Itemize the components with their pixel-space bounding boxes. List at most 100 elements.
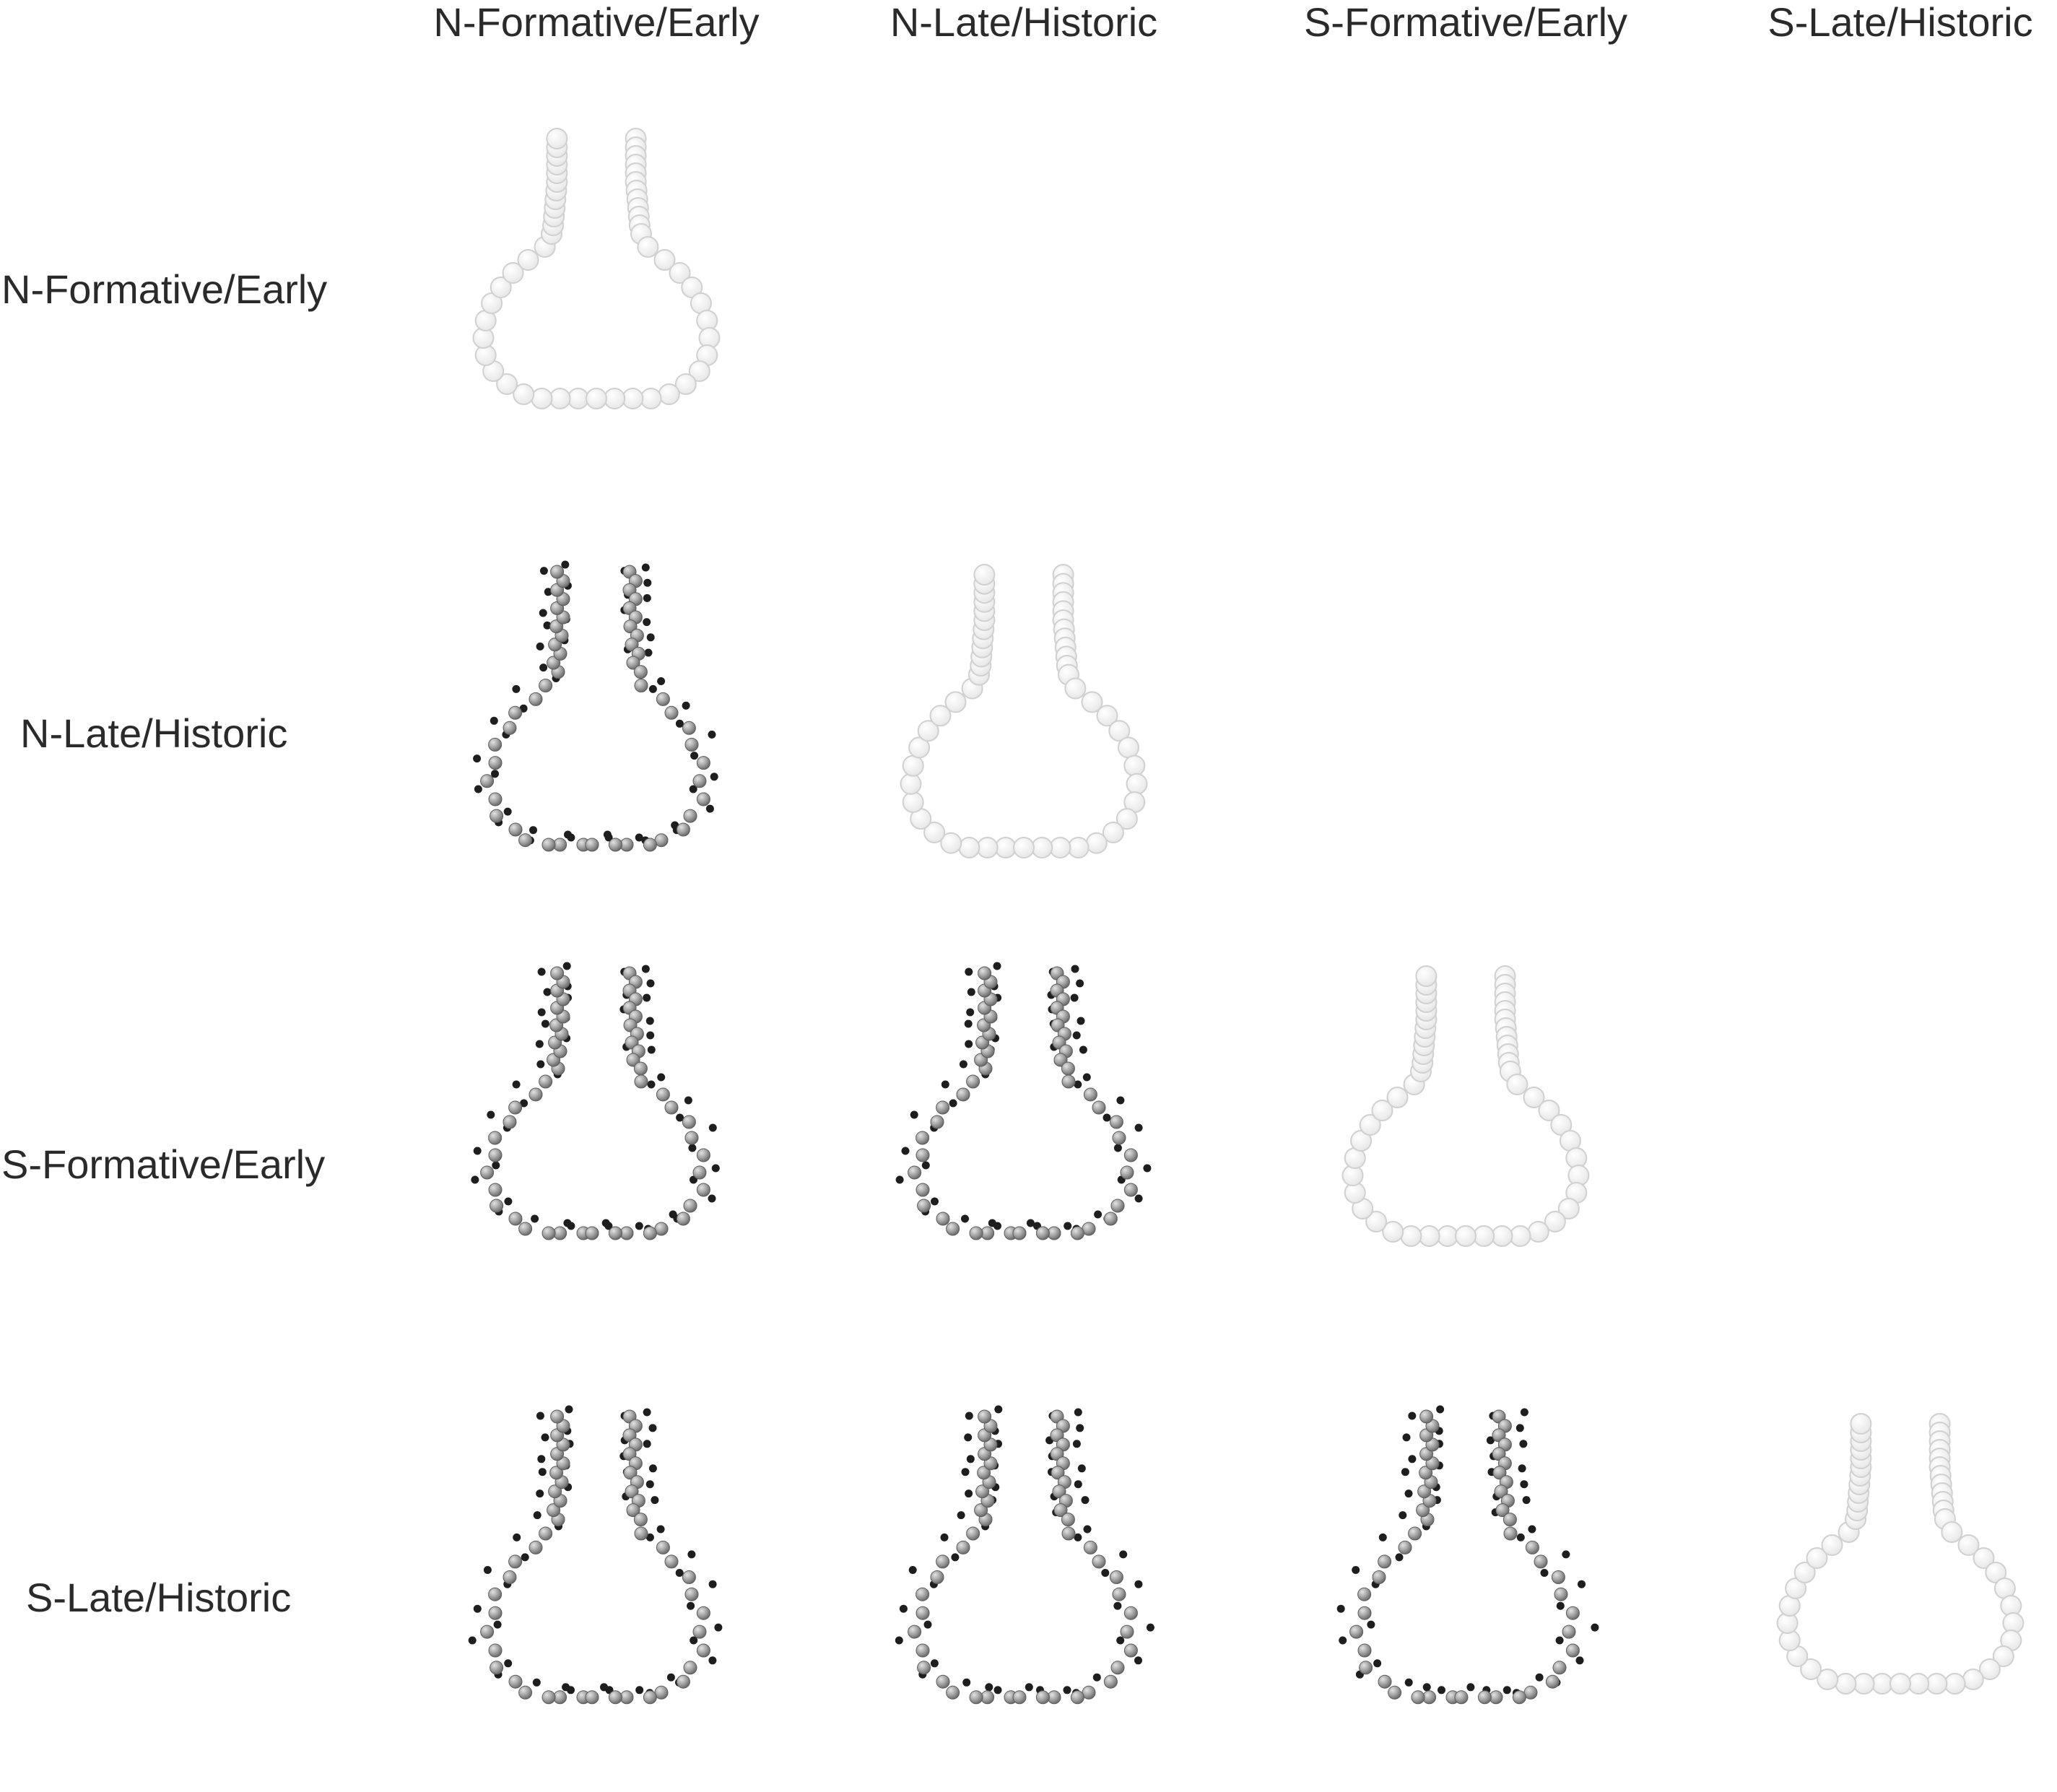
self-outline-point [1491,1225,1513,1247]
compared-outline-point [1535,1673,1544,1682]
compared-outline-point [901,1147,910,1155]
compared-outline-point [676,1113,684,1122]
mean-outline-point [969,1690,983,1705]
self-outline-point [1116,808,1138,830]
compared-outline-point [471,1175,479,1184]
compared-outline-point [567,1686,575,1695]
compared-outline-point [1555,1636,1564,1645]
mean-outline-point [1494,1484,1508,1499]
mean-outline-point [1012,1690,1027,1705]
compared-outline-point [951,1553,960,1562]
compared-outline-point [1438,1686,1445,1695]
self-outline-point [1538,1100,1560,1121]
self-outline-point [1081,691,1103,713]
compared-outline-point [985,1683,993,1692]
column-label-n-late-historic: N-Late/Historic [890,0,1157,45]
mean-outline-point [956,1087,970,1102]
compared-outline-point [1092,1673,1101,1682]
mean-outline-point [633,1513,648,1527]
mean-outline-point [692,1624,707,1639]
compared-outline-point [504,1197,513,1206]
compared-outline-point [535,1040,544,1048]
outline-panel-n-late-historic-self [900,564,1148,858]
compared-outline-point [1339,1636,1347,1645]
compared-outline-point [895,1175,904,1184]
compared-outline-point [565,1405,573,1414]
self-outline-point [1386,1087,1409,1108]
mean-outline-point [696,756,710,770]
compared-outline-point [1367,1620,1375,1629]
mean-outline-point [550,1409,565,1424]
self-outline-point [917,720,939,742]
column-label-s-late-historic: S-Late/Historic [1767,0,2032,45]
mean-outline-point [585,838,599,852]
mean-outline-point [1123,1643,1138,1658]
mean-outline-point [508,822,523,837]
compared-outline-point [541,1433,549,1442]
compared-outline-point [635,1686,644,1695]
compared-outline-point [965,1040,973,1048]
self-outline-point [546,128,568,149]
compared-outline-point [657,1073,666,1082]
self-outline-point [1126,773,1148,795]
compared-outline-point [512,1080,521,1089]
self-outline-point [653,249,676,271]
self-outline-point [1871,1673,1893,1695]
self-outline-point [1013,837,1035,858]
compared-outline-point [537,1455,546,1463]
mean-outline-point [539,679,553,692]
mean-outline-point [608,838,622,852]
compared-outline-point [1025,1683,1033,1692]
mean-outline-point [676,822,690,837]
mean-outline-point [930,1115,944,1129]
self-outline-point [688,360,710,382]
mean-outline-point [682,1570,696,1584]
compared-outline-point [714,1623,723,1632]
mean-outline-point [1372,1570,1386,1584]
compared-outline-point [543,988,552,996]
mean-outline-point [1035,1690,1050,1705]
compared-outline-point [491,770,499,778]
compared-outline-point [1064,1222,1072,1230]
mean-outline-point [1061,1061,1075,1076]
compared-outline-point [1395,1553,1404,1562]
mean-outline-point [1565,1606,1580,1620]
mean-outline-point [549,1466,564,1480]
column-label-n-formative-early: N-Formative/Early [433,0,759,45]
mean-outline-point [490,809,504,823]
mean-outline-point [916,1131,930,1145]
compared-outline-point [1556,1601,1565,1610]
mean-outline-point [683,809,697,823]
compared-outline-point [675,1569,684,1577]
compared-outline-point [708,1123,717,1132]
self-outline-point [1523,1087,1545,1108]
mean-outline-point [1112,1131,1126,1145]
outline-panel-s-late-historic-self [1776,1413,2025,1695]
mean-outline-point [908,1165,922,1180]
mean-outline-point [977,1466,991,1480]
compared-outline-point [1119,1550,1128,1559]
mean-outline-point [480,1624,495,1639]
mean-outline-point [542,1690,556,1705]
compared-outline-point [1134,1194,1143,1203]
compared-outline-point [1134,1123,1143,1132]
self-outline-point [1400,1225,1422,1247]
mean-outline-point [1388,1685,1402,1700]
mean-outline-point [547,1503,561,1518]
self-outline-point [1992,1645,2014,1667]
self-outline-point [940,832,962,854]
mean-outline-point [626,1053,640,1067]
compared-outline-point [1134,1580,1143,1588]
compared-outline-point [656,1525,665,1534]
compared-outline-point [967,988,975,996]
compared-outline-point [1113,1144,1122,1152]
compared-outline-point [1072,1440,1081,1448]
compared-outline-point [1399,1511,1407,1520]
mean-outline-point [1408,1526,1422,1541]
compared-outline-point [1378,1533,1387,1541]
mean-outline-point [1503,1526,1518,1541]
mean-outline-point [518,1685,533,1700]
self-outline-point [517,249,539,271]
mean-outline-point [550,966,565,980]
mean-outline-point [946,1222,960,1236]
